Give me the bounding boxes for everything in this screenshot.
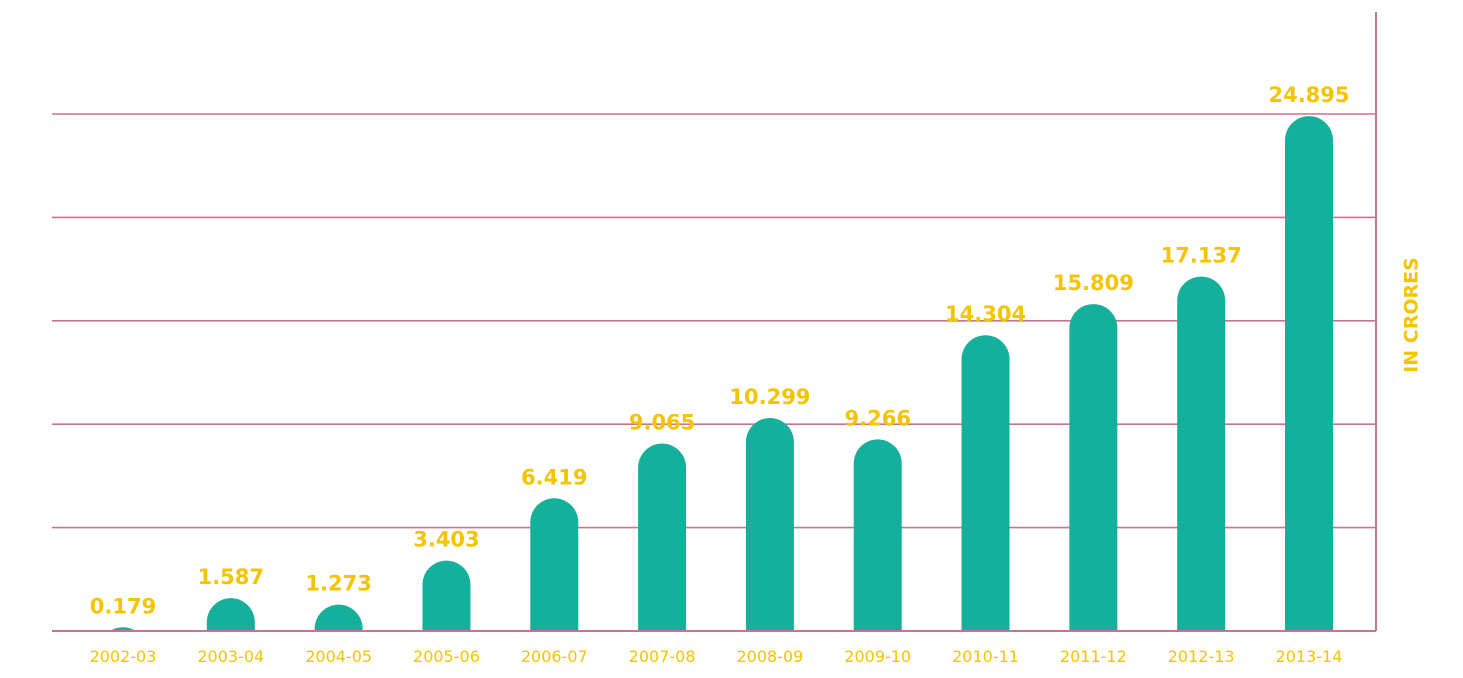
bar-2007-08 (638, 443, 687, 631)
x-tick-label: 2006-07 (521, 647, 588, 666)
value-label: 0.179 (90, 594, 156, 618)
x-tick-label: 2013-14 (1276, 647, 1343, 666)
x-tick-label: 2008-09 (736, 647, 803, 666)
bar-2006-07 (530, 498, 579, 631)
y-axis-title: IN CRORES (1401, 257, 1423, 373)
value-label: 9.266 (845, 406, 911, 430)
x-tick-label: 2003-04 (197, 647, 264, 666)
value-label: 9.065 (629, 411, 695, 435)
bar-2004-05 (314, 604, 363, 631)
x-tick-label: 2009-10 (844, 647, 911, 666)
x-tick-label: 2010-11 (952, 647, 1019, 666)
bar-2003-04 (206, 598, 255, 631)
value-label: 14.304 (945, 302, 1026, 326)
x-tick-label: 2005-06 (413, 647, 480, 666)
value-label: 10.299 (729, 385, 810, 409)
value-label: 15.809 (1053, 271, 1134, 295)
bar-2005-06 (422, 560, 471, 631)
value-label: 24.895 (1268, 83, 1349, 107)
bar-2010-11 (961, 335, 1010, 631)
x-tick-label: 2007-08 (629, 647, 696, 666)
value-labels: 0.179 1.587 1.273 3.403 6.419 9.065 10.299 9.26… (90, 83, 1350, 618)
gridlines (52, 113, 1376, 529)
x-tick-label: 2012-13 (1168, 647, 1235, 666)
x-tick-label: 2002-03 (90, 647, 157, 666)
bars (110, 116, 1333, 632)
x-tick-label: 2004-05 (305, 647, 372, 666)
value-label: 17.137 (1161, 244, 1242, 268)
value-label: 1.273 (305, 572, 371, 596)
bar-2009-10 (853, 439, 902, 631)
value-label: 1.587 (198, 565, 264, 589)
value-label: 6.419 (521, 465, 587, 489)
value-label: 3.403 (413, 528, 479, 552)
bar-2011-12 (1069, 304, 1118, 631)
bar-2008-09 (745, 418, 794, 631)
x-tick-labels: 2002-03 2003-04 2004-05 2005-06 2006-07 2007-… (90, 647, 1343, 666)
bar-2013-14 (1285, 116, 1333, 632)
bar-2012-13 (1177, 276, 1226, 631)
x-tick-label: 2011-12 (1060, 647, 1127, 666)
